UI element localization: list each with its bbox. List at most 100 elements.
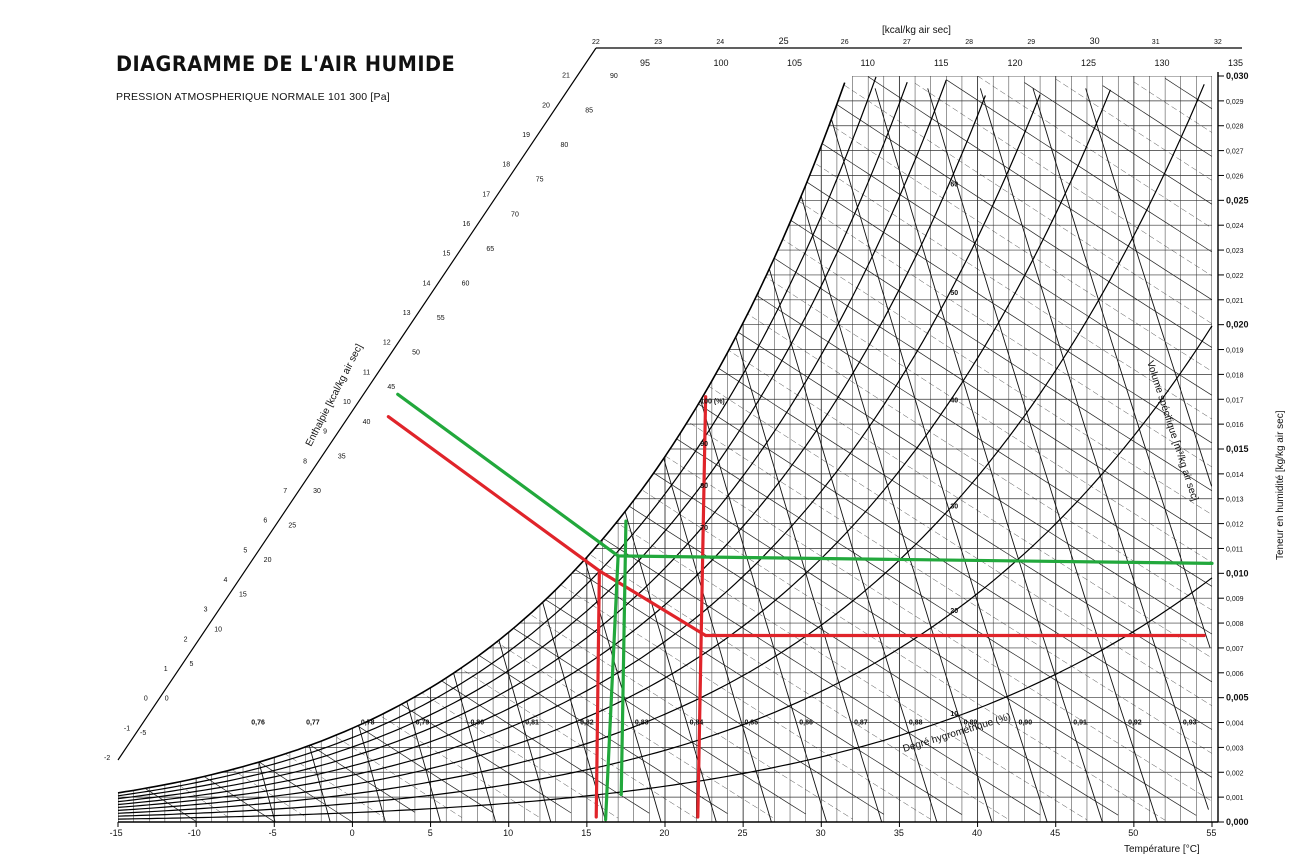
specific-volume-label: 0,81 — [525, 720, 539, 727]
top-kcal-tick: 27 — [903, 39, 911, 46]
y-tick-label: 0,026 — [1226, 173, 1244, 180]
specific-volume-line — [453, 88, 662, 822]
top-kj-tick: 110 — [861, 58, 875, 68]
top-kcal-tick: 22 — [592, 39, 600, 46]
x-tick-label: 55 — [1206, 828, 1216, 838]
enthalpy-kj-label: 45 — [387, 384, 395, 391]
specific-volume-label: 0,80 — [470, 720, 484, 727]
y-tick-label: 0,016 — [1226, 422, 1244, 429]
y-tick-label: 0,029 — [1226, 99, 1244, 106]
enthalpy-line — [118, 117, 1197, 816]
top-kcal-tick: 32 — [1214, 39, 1222, 46]
chart-grid — [118, 76, 1212, 822]
y-tick-label: 0,030 — [1226, 71, 1249, 81]
specific-volume-label: 0,91 — [1073, 720, 1087, 727]
rh-curve-label: 20 — [950, 608, 958, 615]
enthalpy-line — [836, 80, 1212, 324]
y-tick-label: 0,002 — [1226, 770, 1244, 777]
enthalpy-kcal-label: 16 — [463, 221, 471, 228]
enthalpy-kj-label: 20 — [264, 557, 272, 564]
enthalpy-kcal-label: -2 — [104, 755, 110, 762]
top-unit-label: [kcal/kg air sec] — [882, 25, 951, 36]
enthalpy-kcal-label: 1 — [164, 666, 168, 673]
enthalpy-line — [914, 83, 1212, 277]
x-tick-label: 25 — [738, 828, 748, 838]
top-kcal-tick: 23 — [654, 39, 662, 46]
enthalpy-kj-label: 65 — [486, 246, 494, 253]
enthalpy-kj-label: 50 — [412, 350, 420, 357]
y-tick-label: 0,024 — [1226, 223, 1244, 230]
enthalpy-kcal-label: 11 — [363, 369, 370, 376]
specific-volume-line — [716, 88, 938, 822]
enthalpy-kj-label: -5 — [140, 730, 146, 737]
enthalpy-kcal-label: 13 — [403, 310, 411, 317]
rh-curve-label: 70 — [700, 525, 708, 532]
rh-curve — [117, 325, 1213, 817]
x-tick-label: -5 — [269, 828, 277, 838]
specific-volume-label: 0,90 — [1018, 720, 1032, 727]
enthalpy-line — [118, 519, 572, 814]
x-tick-label: 15 — [581, 828, 591, 838]
enthalpy-line — [321, 79, 1212, 659]
enthalpy-kcal-label: 19 — [522, 132, 530, 139]
enthalpy-kj-label: 90 — [610, 73, 618, 80]
enthalpy-kj-label: 80 — [561, 142, 569, 149]
specific-volume-line — [821, 88, 1048, 822]
enthalpy-line — [946, 79, 1212, 253]
enthalpy-kcal-label: 5 — [243, 547, 247, 554]
x-tick-label: 45 — [1050, 828, 1060, 838]
top-kcal-tick: 25 — [779, 36, 789, 46]
enthalpy-line — [118, 242, 1009, 820]
enthalpy-kcal-label: 2 — [184, 636, 188, 643]
y-tick-label: 0,015 — [1226, 444, 1249, 454]
enthalpy-line — [118, 544, 541, 818]
specific-volume-line — [874, 88, 1103, 822]
rh-curve-label: 60 — [950, 181, 958, 188]
enthalpy-kcal-label: 7 — [283, 488, 287, 495]
specific-volume-label: 0,85 — [744, 720, 758, 727]
y-tick-label: 0,004 — [1226, 721, 1244, 728]
rh-curve — [117, 577, 1213, 820]
top-kcal-tick: 26 — [841, 39, 849, 46]
specific-volume-label: 0,93 — [1183, 720, 1197, 727]
specific-volume-line — [927, 88, 1158, 822]
x-tick-label: 50 — [1128, 828, 1138, 838]
y-tick-label: 0,005 — [1226, 693, 1249, 703]
y-tick-label: 0,028 — [1226, 124, 1244, 131]
red-overlay-segment — [386, 415, 601, 573]
green-overlay-segment — [604, 554, 620, 822]
enthalpy-kcal-label: 21 — [562, 73, 570, 80]
x-tick-label: 0 — [350, 828, 355, 838]
rh-curve-label: 80 — [700, 483, 708, 490]
enthalpy-kcal-label: 6 — [263, 518, 267, 525]
green-overlay-segment — [616, 554, 1214, 565]
y-tick-label: 0,017 — [1226, 397, 1244, 404]
rh-curve-label: 10 — [950, 711, 958, 718]
top-kj-tick: 95 — [640, 58, 650, 68]
top-kcal-tick: 31 — [1152, 39, 1160, 46]
enthalpy-line — [118, 670, 353, 822]
chart-overlays — [386, 392, 1214, 822]
enthalpy-kj-label: 55 — [437, 315, 445, 322]
x-tick-label: -10 — [188, 828, 201, 838]
top-kj-tick: 120 — [1008, 58, 1023, 68]
enthalpy-line — [133, 77, 1212, 778]
chart-subtitle: PRESSION ATMOSPHERIQUE NORMALE 101 300 [… — [116, 91, 390, 103]
enthalpy-kj-label: 0 — [165, 695, 169, 702]
y-tick-label: 0,001 — [1226, 795, 1244, 802]
y-tick-label: 0,010 — [1226, 568, 1249, 578]
chart-labels: -15 -10 -5 0 5 10 15 20 25 30 35 40 45 50 550,0000,001… — [104, 36, 1249, 838]
enthalpy-kcal-label: 3 — [204, 607, 208, 614]
rh-curve-label: 100 (%) — [700, 399, 725, 406]
rh-curve — [117, 94, 1041, 808]
enthalpy-kj-label: 15 — [239, 592, 247, 599]
enthalpy-line — [805, 83, 1212, 348]
y-tick-label: 0,006 — [1226, 671, 1244, 678]
enthalpy-scale-line — [117, 47, 597, 761]
enthalpy-kj-label: 60 — [462, 280, 470, 287]
enthalpy-line — [1055, 78, 1212, 181]
enthalpy-kj-label: 10 — [214, 626, 222, 633]
top-kj-tick: 130 — [1155, 58, 1170, 68]
y-tick-label: 0,021 — [1226, 298, 1244, 305]
